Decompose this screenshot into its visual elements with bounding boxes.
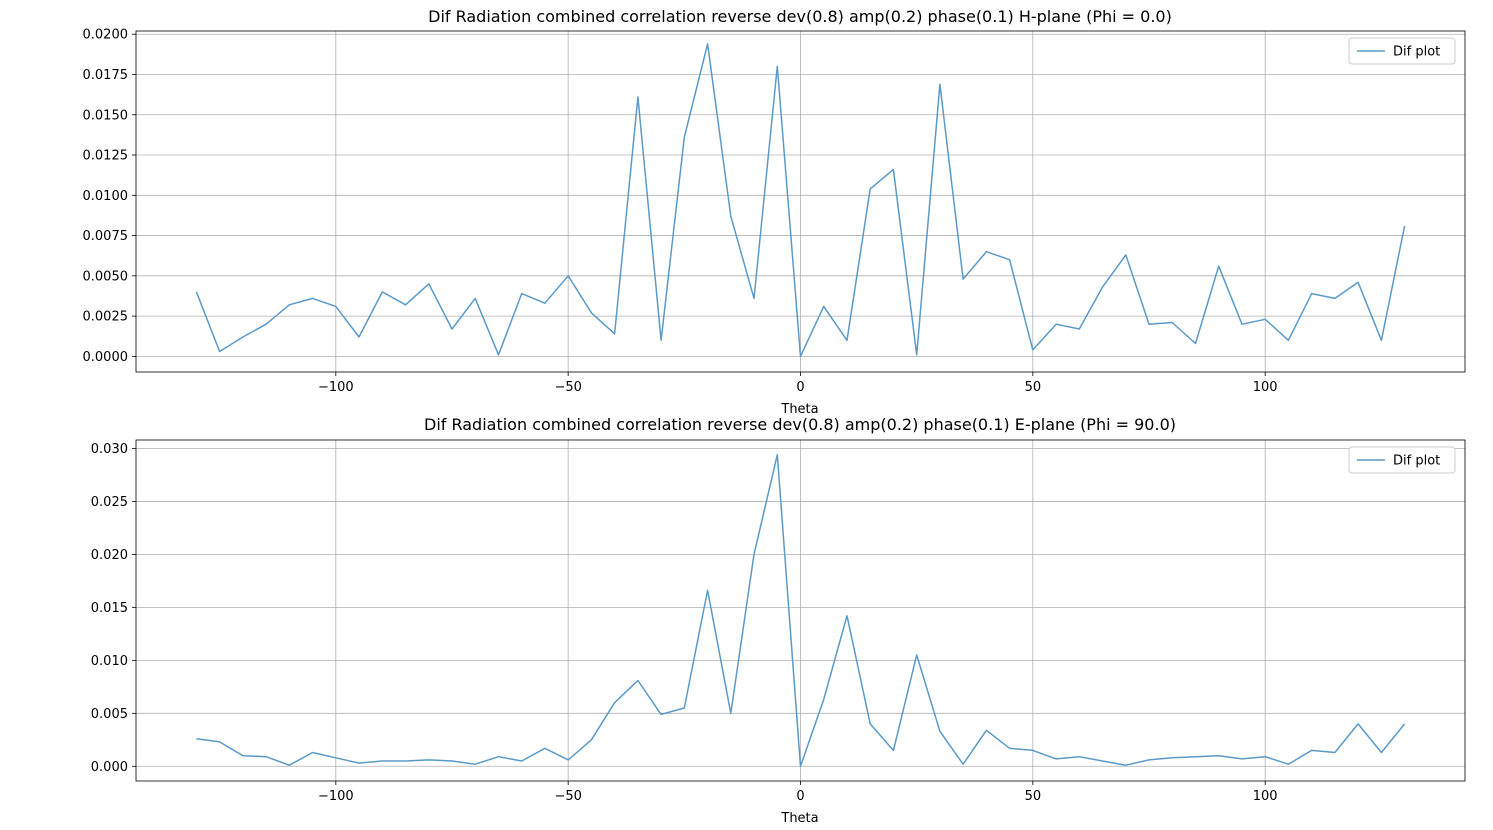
- x-tick-label: 0: [796, 380, 804, 395]
- x-tick-label: 100: [1253, 789, 1278, 804]
- x-tick-label: 50: [1025, 789, 1042, 804]
- y-tick-label: 0.025: [91, 495, 128, 510]
- series-line: [195, 43, 1406, 358]
- legend-label: Dif plot: [1393, 454, 1440, 469]
- y-tick-label: 0.0100: [83, 189, 129, 204]
- legend-label: Dif plot: [1393, 45, 1440, 60]
- chart-title: Dif Radiation combined correlation rever…: [424, 415, 1176, 434]
- x-tick-label: 100: [1253, 380, 1278, 395]
- chart-title: Dif Radiation combined correlation rever…: [428, 7, 1172, 26]
- y-tick-label: 0.030: [91, 442, 128, 457]
- y-tick-label: 0.0125: [83, 149, 129, 164]
- y-tick-label: 0.0175: [83, 68, 129, 83]
- legend-box: [1348, 446, 1456, 474]
- chart-h-plane: Dif Radiation combined correlation rever…: [83, 7, 1466, 417]
- x-tick-label: −100: [318, 380, 354, 395]
- y-tick-label: 0.0150: [83, 108, 129, 123]
- x-tick-label: −50: [554, 380, 581, 395]
- y-tick-label: 0.015: [91, 601, 128, 616]
- x-tick-label: −100: [318, 789, 354, 804]
- legend-box: [1348, 37, 1456, 65]
- x-axis-label: Theta: [780, 402, 818, 417]
- y-tick-label: 0.0000: [83, 350, 129, 365]
- y-tick-label: 0.0025: [83, 310, 129, 325]
- y-tick-label: 0.010: [91, 654, 128, 669]
- chart-e-plane: Dif Radiation combined correlation rever…: [91, 415, 1466, 826]
- y-tick-label: 0.0200: [83, 28, 129, 43]
- y-tick-label: 0.0050: [83, 269, 129, 284]
- x-axis-label: Theta: [780, 811, 818, 826]
- y-tick-label: 0.020: [91, 548, 128, 563]
- y-tick-label: 0.005: [91, 707, 128, 722]
- x-tick-label: 0: [796, 789, 804, 804]
- x-tick-label: −50: [554, 789, 581, 804]
- series-line: [196, 454, 1406, 768]
- x-tick-label: 50: [1025, 380, 1042, 395]
- y-tick-label: 0.0075: [83, 229, 129, 244]
- y-tick-label: 0.000: [91, 760, 128, 775]
